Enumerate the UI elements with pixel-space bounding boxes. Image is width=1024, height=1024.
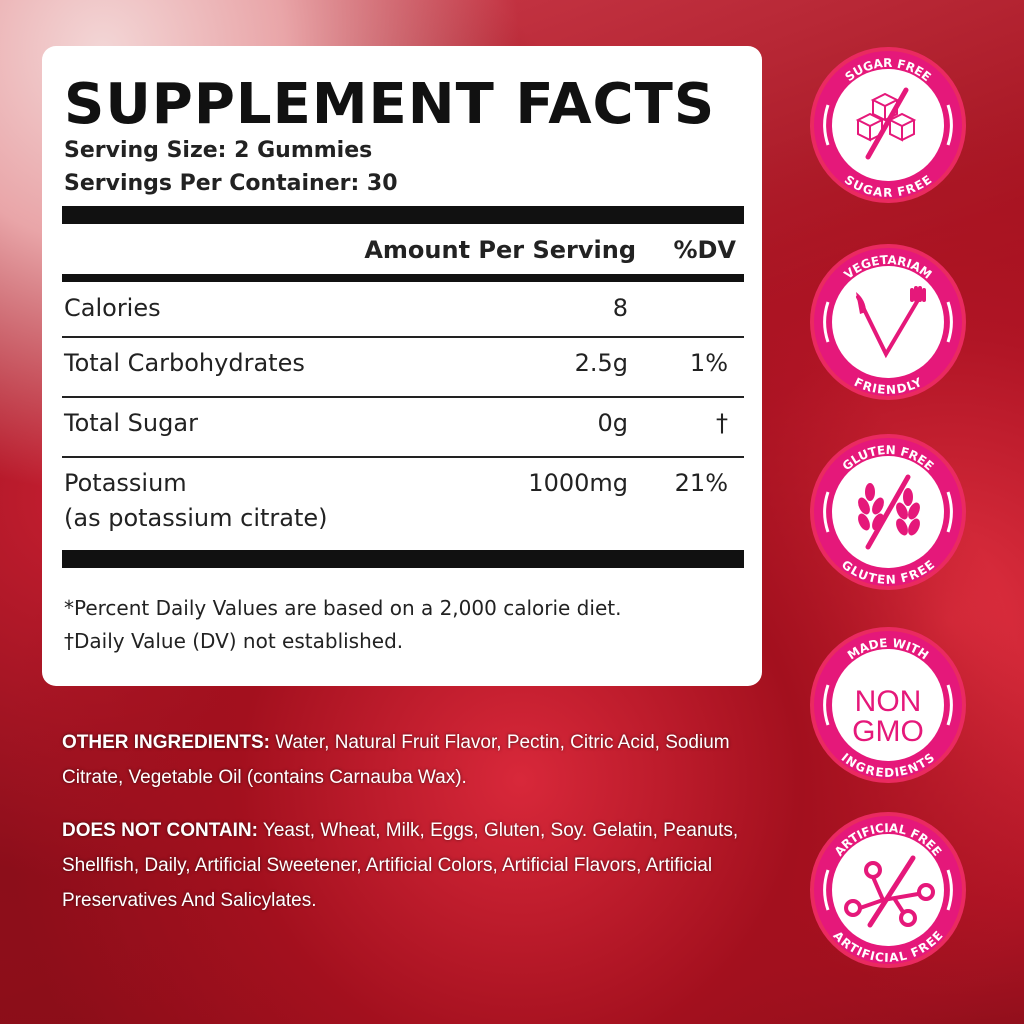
does-not-contain-label: DOES NOT CONTAIN: (62, 820, 258, 841)
row-amount: 8 (612, 294, 628, 322)
supplement-facts-panel: SUPPLEMENT FACTS Serving Size: 2 Gummies… (42, 46, 762, 686)
badge-gluten-free: GLUTEN FREE GLUTEN FREE (808, 432, 968, 592)
row-name: Potassium (64, 469, 187, 497)
divider (62, 396, 744, 398)
badge-sugar-free: SUGAR FREE SUGAR FREE (808, 45, 968, 205)
serving-size: Serving Size: 2 Gummies (64, 138, 373, 163)
divider (62, 336, 744, 338)
other-ingredients-text: Water, Natural Fruit Flavor, Pectin, Cit… (62, 732, 730, 788)
divider (62, 456, 744, 458)
divider (62, 206, 744, 224)
divider (62, 274, 744, 282)
row-name: Total Carbohydrates (64, 349, 305, 377)
header-amount: Amount Per Serving (364, 236, 636, 264)
note-dagger: †Daily Value (DV) not established. (64, 629, 404, 653)
row-subname: (as potassium citrate) (64, 504, 328, 532)
row-amount: 0g (597, 409, 628, 437)
knife-fork-v-icon (856, 286, 926, 359)
row-name: Total Sugar (64, 409, 198, 437)
row-dv: 21% (674, 469, 728, 497)
does-not-contain: DOES NOT CONTAIN: Yeast, Wheat, Milk, Eg… (62, 813, 752, 918)
row-amount: 2.5g (574, 349, 628, 377)
header-dv: %DV (673, 236, 736, 264)
badge-made-with: MADE WITH INGREDIENTS NON GMO (808, 625, 968, 785)
badge-center-top: NON (855, 685, 922, 718)
row-name: Calories (64, 294, 161, 322)
other-ingredients-label: OTHER INGREDIENTS: (62, 732, 270, 753)
sugar-cubes-crossed-icon (855, 87, 917, 160)
note-dv: *Percent Daily Values are based on a 2,0… (64, 596, 622, 620)
row-dv: 1% (689, 349, 728, 377)
other-ingredients: OTHER INGREDIENTS: Water, Natural Fruit … (62, 725, 752, 795)
badge-bottom-text: FRIENDLY (852, 375, 924, 397)
does-not-contain-text: Yeast, Wheat, Milk, Eggs, Gluten, Soy. G… (62, 820, 739, 911)
molecule-crossed-icon (844, 855, 935, 928)
badge-artificial-free: ARTIFICIAL FREE ARTIFICIAL FREE (808, 810, 968, 970)
badge-center-bottom: GMO (852, 715, 924, 748)
row-amount: 1000mg (528, 469, 628, 497)
wheat-crossed-icon (858, 474, 920, 550)
servings-per-container: Servings Per Container: 30 (64, 171, 398, 196)
divider (62, 550, 744, 568)
row-dv: † (716, 409, 728, 437)
badge-vegetariam: VEGETARIAM FRIENDLY (808, 242, 968, 402)
facts-title: SUPPLEMENT FACTS (64, 72, 716, 137)
